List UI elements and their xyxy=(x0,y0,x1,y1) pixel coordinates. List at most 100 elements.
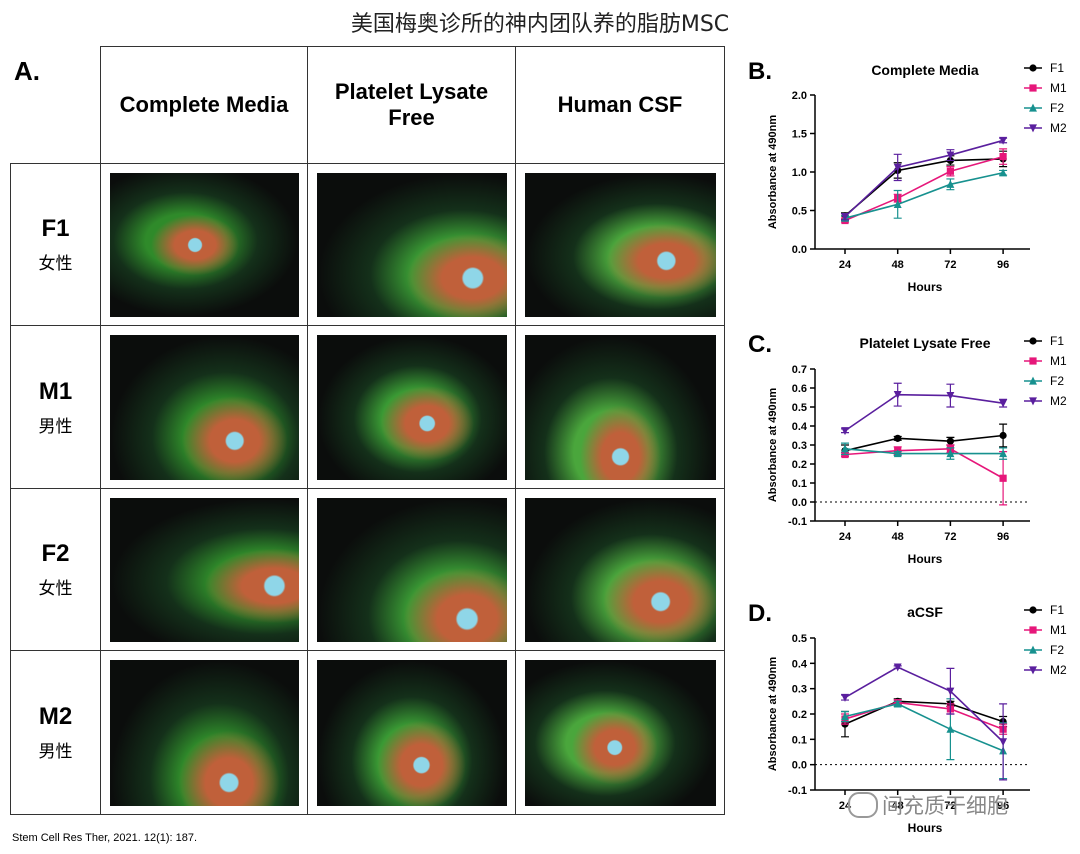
y-tick-label: -0.1 xyxy=(788,516,807,528)
micrograph xyxy=(110,498,299,642)
y-tick-label: 0.2 xyxy=(792,459,807,471)
marker xyxy=(999,431,1007,440)
marker xyxy=(999,136,1008,145)
row-label: M1 男性 xyxy=(10,325,101,489)
series-line xyxy=(844,447,1004,479)
x-tick-label: 96 xyxy=(997,800,1009,812)
series-line xyxy=(844,703,1004,752)
marker xyxy=(946,180,955,188)
column-header: Complete Media xyxy=(100,46,308,164)
marker xyxy=(841,693,849,702)
marker xyxy=(946,151,955,160)
micrograph xyxy=(525,660,716,806)
citation: Stem Cell Res Ther, 2021. 12(1): 187. xyxy=(12,832,198,844)
micrograph xyxy=(525,335,716,480)
watermark-icon xyxy=(848,792,878,818)
row-name: M1 xyxy=(38,377,73,405)
legend-label: M2 xyxy=(1050,121,1067,135)
marker xyxy=(1029,626,1037,634)
marker xyxy=(1029,397,1037,406)
legend-label: F2 xyxy=(1050,643,1064,657)
marker xyxy=(1029,337,1037,345)
marker xyxy=(893,449,902,458)
marker xyxy=(894,434,902,442)
legend-label: M2 xyxy=(1050,663,1067,677)
marker xyxy=(1029,64,1037,72)
legend-label: M2 xyxy=(1050,394,1067,408)
marker xyxy=(999,449,1008,458)
series-line xyxy=(844,155,1004,222)
marker xyxy=(893,699,902,708)
marker xyxy=(999,153,1007,161)
y-tick-label: -0.1 xyxy=(788,785,807,797)
marker xyxy=(841,712,849,721)
watermark: 间充质干细胞 xyxy=(882,794,1008,818)
marker xyxy=(946,724,955,733)
y-tick-label: 0.0 xyxy=(792,497,807,509)
legend-label: M1 xyxy=(1050,81,1067,95)
row-label: F2 女性 xyxy=(10,488,101,651)
column-header: Platelet Lysate Free xyxy=(307,46,516,164)
panel-label: D. xyxy=(748,600,772,627)
marker xyxy=(1029,376,1037,385)
x-tick-label: 72 xyxy=(944,531,956,543)
micrograph xyxy=(110,660,299,806)
micrograph xyxy=(525,173,716,317)
legend-label: M1 xyxy=(1050,623,1067,637)
panel-label: C. xyxy=(748,331,772,358)
row-name: M2 xyxy=(38,703,73,730)
x-tick-label: 48 xyxy=(892,259,904,271)
series-line xyxy=(844,434,1004,452)
y-tick-label: 1.5 xyxy=(792,129,807,141)
micrograph xyxy=(317,335,507,480)
legend-label: F1 xyxy=(1050,61,1064,75)
x-axis-label: Hours xyxy=(908,280,943,294)
marker xyxy=(893,391,902,399)
x-tick-label: 96 xyxy=(997,531,1009,543)
marker xyxy=(893,663,902,672)
row-name: F2 xyxy=(41,540,70,567)
y-tick-label: 0.5 xyxy=(792,206,807,218)
micrograph xyxy=(110,335,299,480)
micrograph xyxy=(317,173,507,317)
page-title: 美国梅奥诊所的神内团队养的脂肪MSC xyxy=(350,12,730,37)
y-tick-label: 0.3 xyxy=(792,440,807,452)
y-tick-label: 0.6 xyxy=(792,383,807,395)
y-tick-label: 0.2 xyxy=(792,709,807,721)
y-axis-label: Absorbance at 490nm xyxy=(767,657,779,772)
row-sex: 男性 xyxy=(38,416,73,437)
y-tick-label: 0.5 xyxy=(792,402,807,414)
y-tick-label: 0.0 xyxy=(792,244,807,256)
marker xyxy=(893,200,902,208)
row-sex: 男性 xyxy=(38,742,73,762)
marker xyxy=(1029,606,1037,614)
row-name: F1 xyxy=(41,215,70,242)
chart-title: Platelet Lysate Free xyxy=(860,335,991,351)
y-axis-label: Absorbance at 490nm xyxy=(767,115,779,230)
marker xyxy=(841,213,849,221)
micrograph xyxy=(525,498,716,642)
series-line xyxy=(844,171,1004,219)
marker xyxy=(1029,103,1037,112)
y-tick-label: 0.5 xyxy=(792,633,807,645)
y-tick-label: 2.0 xyxy=(792,90,807,102)
series-line xyxy=(844,393,1004,432)
y-tick-label: 0.3 xyxy=(792,684,807,696)
x-tick-label: 72 xyxy=(944,259,956,271)
series-line xyxy=(844,448,1004,455)
marker xyxy=(999,168,1008,177)
column-header: Human CSF xyxy=(515,46,725,164)
marker xyxy=(1029,666,1037,675)
legend-label: F1 xyxy=(1050,603,1064,617)
marker xyxy=(946,437,955,445)
y-axis-label: Absorbance at 490nm xyxy=(767,388,779,503)
marker xyxy=(1029,124,1037,133)
y-tick-label: 0.1 xyxy=(792,734,807,746)
legend-label: M1 xyxy=(1050,354,1067,368)
y-tick-label: 0.4 xyxy=(792,658,808,670)
marker xyxy=(999,738,1008,747)
row-sex: 女性 xyxy=(38,579,73,599)
x-tick-label: 24 xyxy=(839,259,852,271)
